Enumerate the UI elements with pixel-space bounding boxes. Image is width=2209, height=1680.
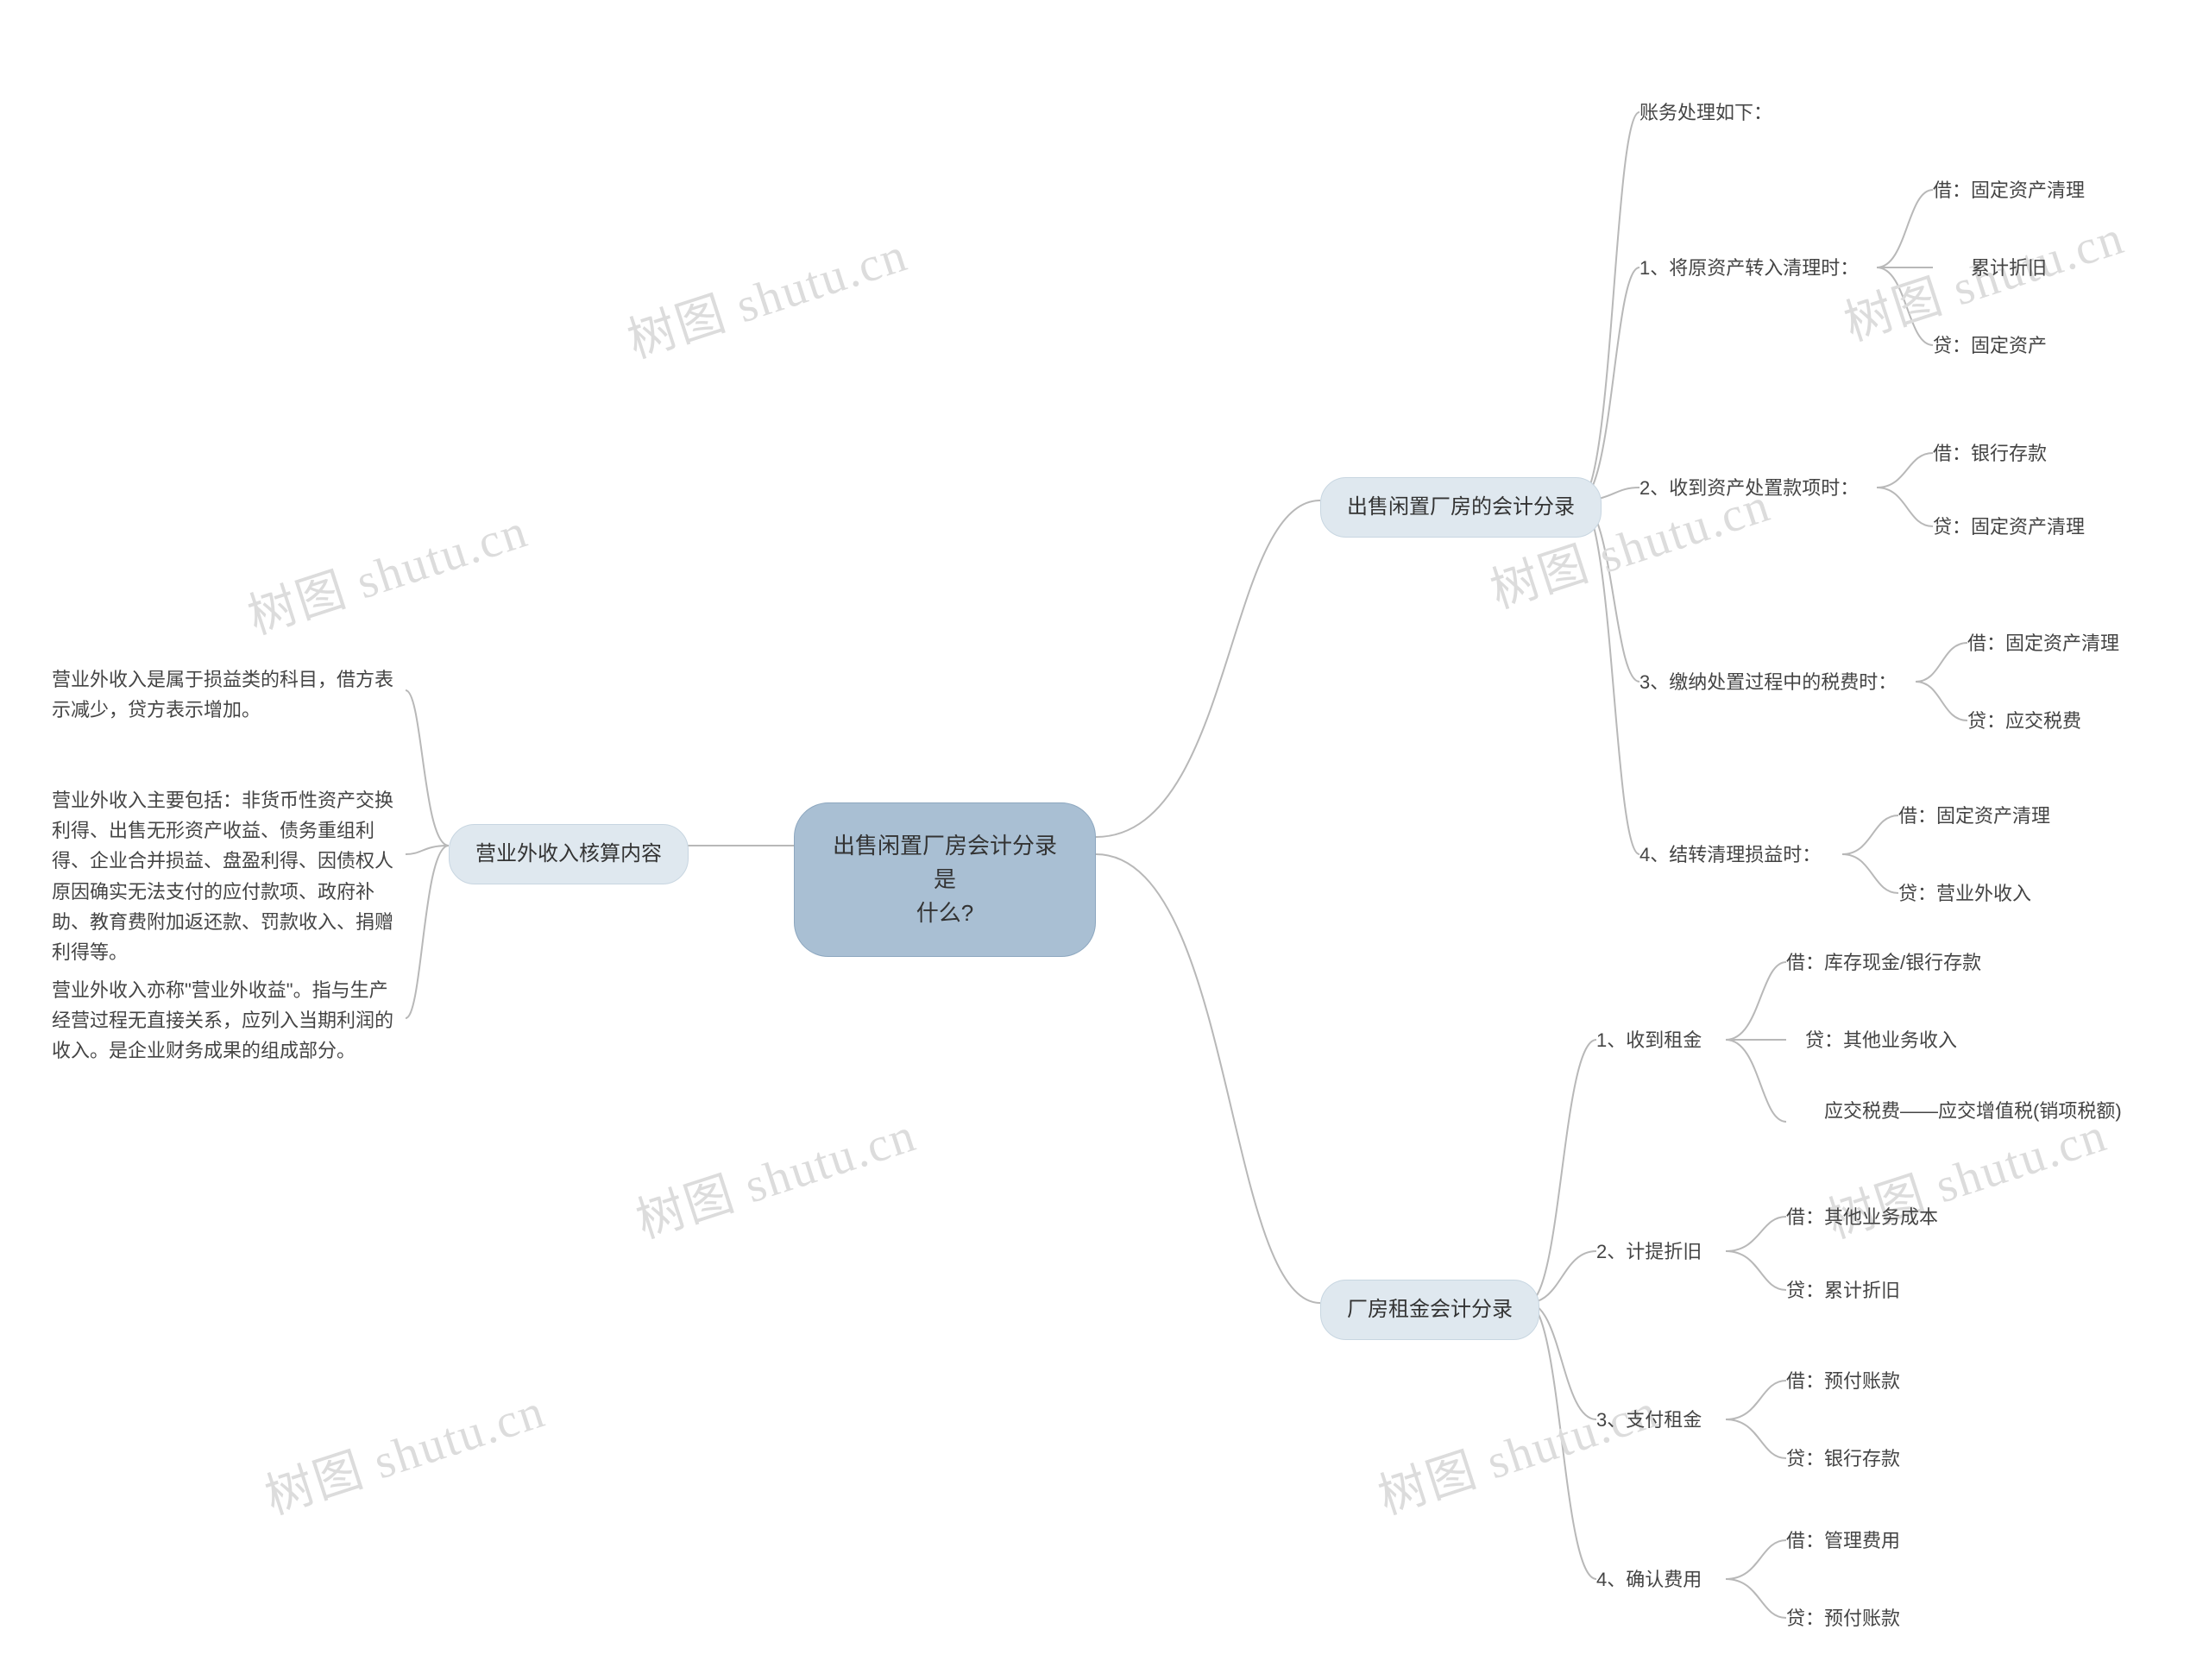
branch-r2[interactable]: 厂房租金会计分录 <box>1320 1280 1539 1340</box>
r2-item-2-c1: 贷：银行存款 <box>1786 1444 1900 1474</box>
r2-item-2: 3、支付租金 <box>1596 1405 1702 1435</box>
branch-r2-label: 厂房租金会计分录 <box>1347 1298 1513 1321</box>
r1-item-3: 3、缴纳处置过程中的税费时： <box>1639 667 1897 697</box>
r1-item-2-c0: 借：银行存款 <box>1933 438 2047 469</box>
r1-item-0: 账务处理如下： <box>1639 98 1772 128</box>
r2-item-1-c1: 贷：累计折旧 <box>1786 1275 1900 1306</box>
r2-item-3-c0: 借：管理费用 <box>1786 1526 1900 1556</box>
r2-item-2-c0: 借：预付账款 <box>1786 1366 1900 1396</box>
root-title-line1: 出售闲置厂房会计分录是 <box>833 833 1057 892</box>
r1-item-3-c0: 借：固定资产清理 <box>1967 628 2119 658</box>
branch-r1[interactable]: 出售闲置厂房的会计分录 <box>1320 477 1602 538</box>
r2-item-0-c0: 借：库存现金/银行存款 <box>1786 947 1981 978</box>
watermark: 树图 shutu.cn <box>1369 1372 1666 1528</box>
watermark: 树图 shutu.cn <box>238 492 536 648</box>
branch-r1-label: 出售闲置厂房的会计分录 <box>1347 495 1575 519</box>
branch-left[interactable]: 营业外收入核算内容 <box>449 824 689 884</box>
left-leaf-1: 营业外收入主要包括：非货币性资产交换利得、出售无形资产收益、债务重组利得、企业合… <box>52 785 397 967</box>
left-leaf-0: 营业外收入是属于损益类的科目，借方表示减少，贷方表示增加。 <box>52 664 397 725</box>
r1-item-4-c1: 贷：营业外收入 <box>1898 878 2031 909</box>
r1-item-3-c1: 贷：应交税费 <box>1967 706 2081 736</box>
r2-item-1-c0: 借：其他业务成本 <box>1786 1202 1938 1232</box>
r1-item-4: 4、结转清理损益时： <box>1639 840 1821 870</box>
watermark: 树图 shutu.cn <box>626 1096 924 1252</box>
watermark: 树图 shutu.cn <box>618 216 916 372</box>
r2-item-1: 2、计提折旧 <box>1596 1236 1702 1267</box>
watermark: 树图 shutu.cn <box>255 1372 553 1528</box>
r2-item-0-c1: 贷：其他业务收入 <box>1786 1025 1957 1055</box>
r2-item-3-c1: 贷：预付账款 <box>1786 1603 1900 1633</box>
r1-item-1-c0: 借：固定资产清理 <box>1933 175 2085 205</box>
r2-item-0: 1、收到租金 <box>1596 1025 1702 1055</box>
root-node[interactable]: 出售闲置厂房会计分录是 什么? <box>794 802 1096 957</box>
mindmap-canvas: 树图 shutu.cn 树图 shutu.cn 树图 shutu.cn 树图 s… <box>0 0 2209 1680</box>
r1-item-1: 1、将原资产转入清理时： <box>1639 253 1859 283</box>
r1-item-2-c1: 贷：固定资产清理 <box>1933 512 2085 542</box>
r2-item-0-c2: 应交税费——应交增值税(销项税额) <box>1786 1096 2122 1126</box>
r1-item-1-c1: 累计折旧 <box>1933 253 2047 283</box>
left-leaf-2: 营业外收入亦称"营业外收益"。指与生产经营过程无直接关系，应列入当期利润的收入。… <box>52 975 397 1067</box>
r1-item-2: 2、收到资产处置款项时： <box>1639 473 1859 503</box>
branch-left-label: 营业外收入核算内容 <box>475 842 662 865</box>
r1-item-1-c2: 贷：固定资产 <box>1933 330 2047 361</box>
r1-item-4-c0: 借：固定资产清理 <box>1898 801 2050 831</box>
root-title-line2: 什么? <box>916 900 973 926</box>
r2-item-3: 4、确认费用 <box>1596 1564 1702 1595</box>
